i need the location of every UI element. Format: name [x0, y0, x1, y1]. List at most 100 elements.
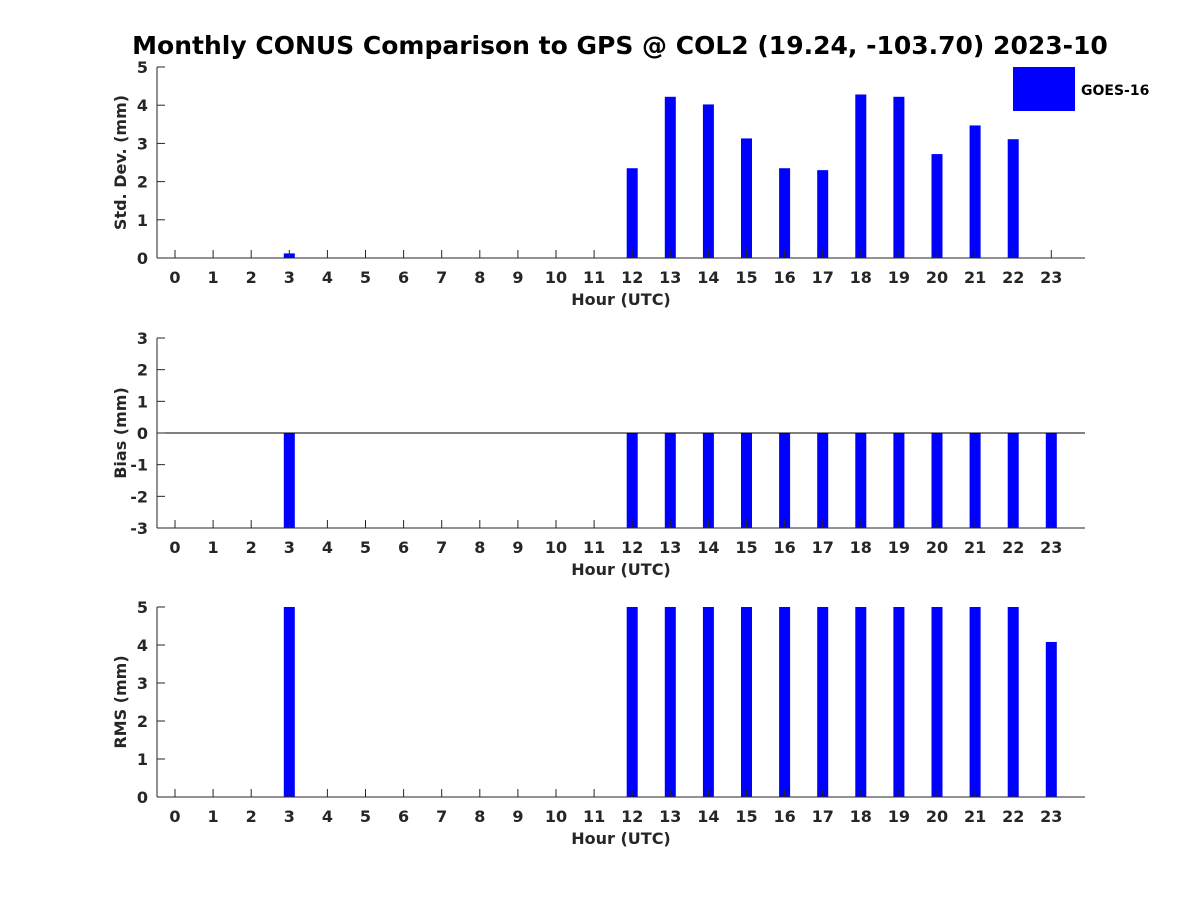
x-tick-label: 16 — [773, 538, 795, 557]
x-tick-label: 4 — [322, 807, 333, 826]
x-axis-label: Hour (UTC) — [571, 560, 671, 579]
y-tick-label: 0 — [137, 788, 148, 807]
bar-hour-13 — [664, 607, 676, 797]
x-tick-label: 17 — [812, 538, 834, 557]
x-tick-label: 11 — [583, 538, 605, 557]
y-tick-label: 2 — [137, 173, 148, 192]
y-axis-label: RMS (mm) — [111, 655, 130, 748]
bar-hour-16 — [779, 607, 791, 797]
x-tick-label: 4 — [322, 538, 333, 557]
bar-hour-13 — [664, 433, 676, 528]
x-tick-label: 19 — [888, 268, 910, 287]
y-tick-label: -1 — [130, 456, 148, 475]
x-tick-label: 18 — [850, 538, 872, 557]
x-tick-label: 2 — [246, 807, 257, 826]
y-tick-label: 5 — [137, 598, 148, 617]
x-tick-label: 18 — [850, 268, 872, 287]
x-tick-label: 8 — [474, 538, 485, 557]
x-tick-label: 20 — [926, 538, 948, 557]
bar-hour-22 — [1007, 433, 1019, 528]
y-tick-label: 4 — [137, 96, 148, 115]
x-tick-label: 16 — [773, 268, 795, 287]
bar-hour-3 — [283, 607, 295, 797]
bar-hour-21 — [969, 125, 981, 258]
y-tick-label: 3 — [137, 674, 148, 693]
x-tick-label: 22 — [1002, 538, 1024, 557]
bar-hour-18 — [855, 607, 867, 797]
x-tick-label: 0 — [169, 807, 180, 826]
x-tick-label: 18 — [850, 807, 872, 826]
x-tick-label: 5 — [360, 538, 371, 557]
x-tick-label: 7 — [436, 807, 447, 826]
bar-hour-14 — [702, 607, 714, 797]
y-tick-label: 2 — [137, 712, 148, 731]
x-tick-label: 3 — [284, 538, 295, 557]
x-tick-label: 17 — [812, 268, 834, 287]
legend: GOES-16 — [1013, 67, 1149, 111]
x-tick-label: 0 — [169, 538, 180, 557]
bar-hour-18 — [855, 94, 867, 258]
x-tick-label: 15 — [735, 807, 757, 826]
x-tick-label: 7 — [436, 538, 447, 557]
x-tick-label: 19 — [888, 807, 910, 826]
x-tick-label: 21 — [964, 538, 986, 557]
bar-hour-20 — [931, 154, 943, 258]
x-tick-label: 6 — [398, 807, 409, 826]
bar-hour-23 — [1045, 641, 1057, 797]
y-tick-label: 1 — [137, 211, 148, 230]
x-axis-label: Hour (UTC) — [571, 290, 671, 309]
x-tick-label: 1 — [208, 268, 219, 287]
x-tick-label: 3 — [284, 807, 295, 826]
x-tick-label: 13 — [659, 807, 681, 826]
bar-hour-16 — [779, 433, 791, 528]
bar-hour-15 — [741, 138, 752, 258]
bar-hour-12 — [626, 433, 638, 528]
x-tick-label: 11 — [583, 807, 605, 826]
x-tick-label: 12 — [621, 268, 643, 287]
x-tick-label: 6 — [398, 268, 409, 287]
x-tick-label: 0 — [169, 268, 180, 287]
chart-title: Monthly CONUS Comparison to GPS @ COL2 (… — [132, 31, 1108, 60]
bar-hour-19 — [893, 607, 905, 797]
y-tick-label: 3 — [137, 134, 148, 153]
bar-hour-15 — [741, 607, 752, 797]
x-tick-label: 14 — [697, 538, 719, 557]
x-tick-label: 2 — [246, 538, 257, 557]
x-tick-label: 13 — [659, 538, 681, 557]
y-tick-label: 2 — [137, 361, 148, 380]
bar-hour-14 — [702, 104, 714, 258]
x-tick-label: 6 — [398, 538, 409, 557]
y-tick-label: 1 — [137, 750, 148, 769]
y-tick-label: 0 — [137, 424, 148, 443]
bar-hour-17 — [817, 433, 829, 528]
bar-hour-15 — [741, 433, 752, 528]
y-tick-label: -3 — [130, 519, 148, 538]
bar-hour-20 — [931, 433, 943, 528]
x-tick-label: 16 — [773, 807, 795, 826]
bar-hour-22 — [1007, 607, 1019, 797]
legend-label: GOES-16 — [1081, 83, 1149, 99]
y-axis-label: Std. Dev. (mm) — [111, 95, 130, 230]
x-tick-label: 12 — [621, 807, 643, 826]
x-tick-label: 14 — [697, 807, 719, 826]
y-tick-label: 3 — [137, 329, 148, 348]
x-tick-label: 2 — [246, 268, 257, 287]
bar-hour-23 — [1045, 433, 1057, 528]
x-tick-label: 5 — [360, 268, 371, 287]
x-tick-label: 10 — [545, 807, 567, 826]
bar-hour-19 — [893, 96, 905, 259]
bar-hour-17 — [817, 607, 829, 797]
x-tick-label: 21 — [964, 268, 986, 287]
x-tick-label: 8 — [474, 807, 485, 826]
x-tick-label: 22 — [1002, 807, 1024, 826]
x-tick-label: 9 — [512, 268, 523, 287]
bar-hour-16 — [779, 168, 791, 258]
bar-hour-18 — [855, 433, 867, 528]
x-tick-label: 10 — [545, 538, 567, 557]
x-tick-label: 10 — [545, 268, 567, 287]
x-tick-label: 5 — [360, 807, 371, 826]
bar-hour-13 — [664, 96, 676, 259]
